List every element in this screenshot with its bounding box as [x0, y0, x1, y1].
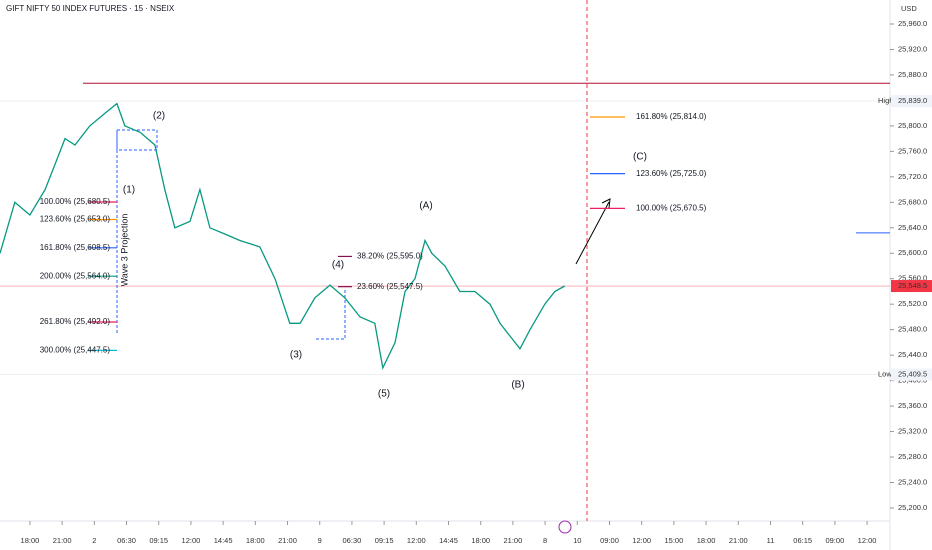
price-tag-label: 25,548.5	[898, 281, 927, 290]
fib-label: 123.60% (25,653.0)	[40, 215, 111, 224]
price-mark-label: Low	[878, 370, 892, 379]
wave-label: (C)	[633, 152, 647, 163]
price-mark-label: High	[878, 96, 893, 105]
wave-label: (4)	[332, 260, 344, 271]
x-tick-label: 09:15	[149, 536, 168, 545]
price-tag	[891, 368, 932, 381]
wave-label: (A)	[419, 201, 432, 212]
fib-label: 123.60% (25,725.0)	[636, 169, 707, 178]
x-tick-label: 09:00	[825, 536, 844, 545]
y-tick-label: 25,360.0	[898, 401, 927, 410]
event-icon	[558, 520, 572, 534]
fib-label: 23.60% (25,547.5)	[357, 282, 423, 291]
y-tick-label: 25,960.0	[898, 19, 927, 28]
y-tick-label: 25,880.0	[898, 70, 927, 79]
x-tick-label: 15:00	[664, 536, 683, 545]
x-tick-label: 18:00	[246, 536, 265, 545]
x-tick-label: 06:15	[793, 536, 812, 545]
fib-label: 100.00% (25,670.5)	[636, 203, 707, 212]
wave-label: (B)	[511, 380, 524, 391]
fib-label: 261.80% (25,492.0)	[40, 317, 111, 326]
y-tick-label: 25,200.0	[898, 503, 927, 512]
x-tick-label: 14:45	[439, 536, 458, 545]
currency: USD	[901, 4, 917, 13]
y-tick-label: 25,920.0	[898, 44, 927, 53]
price-tag-label: 25,409.5	[898, 370, 927, 379]
x-tick-label: 18:00	[471, 536, 490, 545]
y-tick-label: 25,800.0	[898, 121, 927, 130]
x-tick-label: 10	[573, 536, 581, 545]
x-tick-label: 2	[92, 536, 96, 545]
x-tick-label: 06:30	[343, 536, 362, 545]
x-tick-label: 14:45	[214, 536, 233, 545]
arrow-head	[601, 198, 611, 209]
fib-label: 200.00% (25,564.0)	[40, 271, 111, 280]
wave-label: (3)	[290, 350, 302, 361]
x-tick-label: 9	[318, 536, 322, 545]
fib-label: 100.00% (25,680.5)	[40, 197, 111, 206]
y-tick-label: 25,760.0	[898, 146, 927, 155]
y-tick-label: 25,480.0	[898, 325, 927, 334]
x-tick-label: 12:00	[858, 536, 877, 545]
wave4-box	[316, 288, 346, 340]
projection-label: Wave 3 Projection	[119, 214, 129, 287]
price-line-series	[0, 102, 566, 370]
y-tick-label: 25,560.0	[898, 274, 927, 283]
x-tick-label: 06:30	[117, 536, 136, 545]
x-tick-label: 18:00	[21, 536, 40, 545]
price-tag	[891, 280, 932, 293]
y-tick-label: 25,440.0	[898, 350, 927, 359]
x-tick-label: 12:00	[632, 536, 651, 545]
fib-label: 38.20% (25,595.0)	[357, 252, 423, 261]
x-tick-label: 12:00	[182, 536, 201, 545]
y-tick-label: 25,520.0	[898, 299, 927, 308]
y-tick-label: 25,320.0	[898, 427, 927, 436]
x-tick-label: 12:00	[407, 536, 426, 545]
x-tick-label: 09:00	[600, 536, 619, 545]
x-tick-label: 8	[543, 536, 547, 545]
x-tick-label: 21:00	[53, 536, 72, 545]
price-tag-label: 25,839.0	[898, 96, 927, 105]
y-tick-label: 25,640.0	[898, 223, 927, 232]
wave-label: (2)	[153, 111, 165, 122]
x-tick-label: 21:00	[729, 536, 748, 545]
fib-label: 300.00% (25,447.5)	[40, 345, 111, 354]
y-tick-label: 25,720.0	[898, 172, 927, 181]
fib-label: 161.80% (25,608.5)	[40, 243, 111, 252]
price-tag	[891, 95, 932, 108]
x-tick-label: 18:00	[697, 536, 716, 545]
arrow	[575, 201, 610, 265]
x-tick-label: 11	[767, 536, 775, 545]
x-tick-label: 21:00	[278, 536, 297, 545]
wave-label: (5)	[378, 389, 390, 400]
y-tick-label: 25,280.0	[898, 452, 927, 461]
x-tick-label: 21:00	[504, 536, 523, 545]
chart-title: GIFT NIFTY 50 INDEX FUTURES · 15 · NSEIX	[6, 4, 175, 13]
y-tick-label: 25,240.0	[898, 477, 927, 486]
y-tick-label: 25,600.0	[898, 248, 927, 257]
wave-label: (1)	[123, 185, 135, 196]
x-tick-label: 09:15	[375, 536, 394, 545]
fib-label: 161.80% (25,814.0)	[636, 112, 707, 121]
y-tick-label: 25,680.0	[898, 197, 927, 206]
